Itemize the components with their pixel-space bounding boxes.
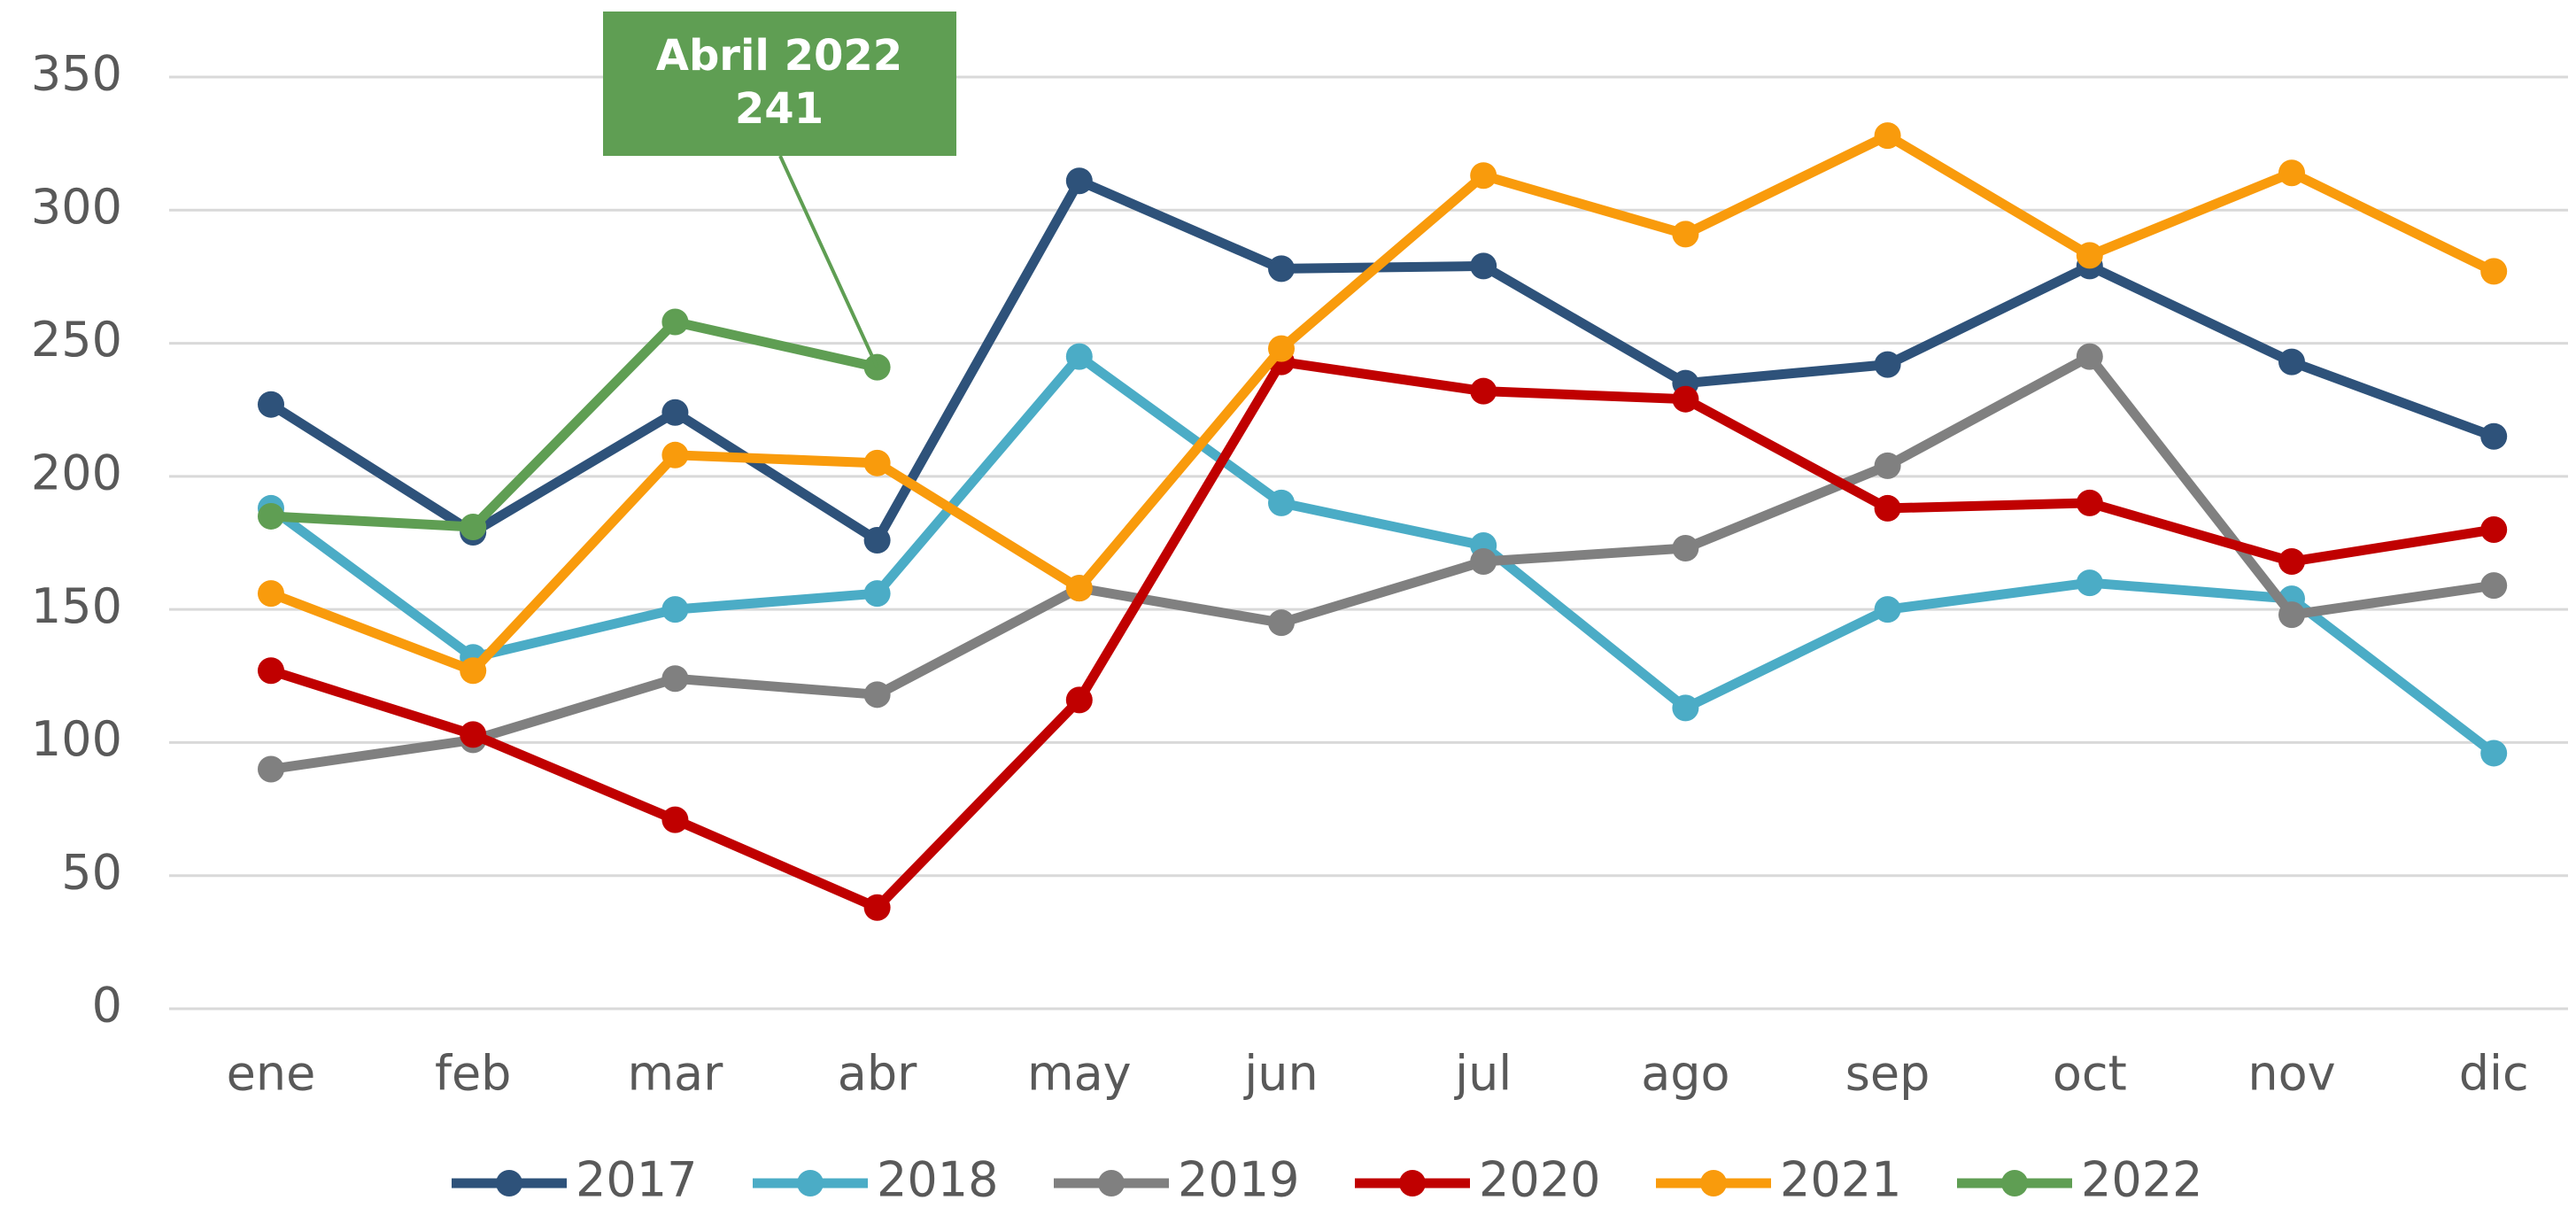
- point: [863, 580, 891, 608]
- x-tick-label: nov: [2247, 1046, 2335, 1102]
- point: [1065, 575, 1093, 602]
- point: [1874, 596, 1901, 623]
- point: [661, 806, 689, 833]
- legend-label: 2017: [576, 1152, 697, 1208]
- legend-marker: [1700, 1170, 1727, 1196]
- point: [2278, 348, 2305, 376]
- point: [1268, 255, 1295, 283]
- y-tick-label: 150: [31, 578, 122, 634]
- point: [2076, 569, 2103, 597]
- point: [2480, 258, 2508, 285]
- point: [1268, 335, 1295, 362]
- y-tick-label: 50: [61, 844, 122, 900]
- point: [460, 657, 487, 685]
- point: [2480, 515, 2508, 543]
- y-tick-label: 350: [31, 46, 122, 102]
- point: [1672, 535, 1699, 562]
- y-tick-label: 300: [31, 179, 122, 235]
- point: [1268, 609, 1295, 637]
- legend-marker: [1098, 1170, 1125, 1196]
- point: [661, 399, 689, 426]
- x-tick-label: abr: [838, 1046, 917, 1102]
- x-tick-label: jul: [1454, 1046, 1512, 1102]
- point: [1065, 686, 1093, 714]
- point: [2278, 548, 2305, 576]
- point: [863, 526, 891, 554]
- legend-marker: [797, 1170, 824, 1196]
- point: [2076, 489, 2103, 516]
- x-tick-label: dic: [2459, 1046, 2529, 1102]
- point: [1874, 494, 1901, 522]
- legend-label: 2019: [1178, 1152, 1299, 1208]
- point: [1470, 548, 1497, 576]
- point: [1672, 385, 1699, 413]
- point: [863, 449, 891, 476]
- x-tick-label: sep: [1845, 1046, 1930, 1102]
- y-tick-label: 0: [92, 978, 122, 1034]
- series-line: [268, 175, 2496, 546]
- point: [258, 502, 284, 530]
- series-line: [270, 317, 878, 532]
- point: [661, 596, 689, 623]
- x-tick-label: feb: [435, 1046, 512, 1102]
- point: [460, 721, 487, 748]
- point: [1672, 694, 1699, 722]
- point: [2076, 343, 2103, 370]
- annotation-value: 241: [735, 84, 824, 134]
- series-line: [269, 130, 2496, 676]
- point: [1874, 122, 1901, 150]
- point: [2480, 422, 2508, 450]
- point: [258, 657, 284, 685]
- point: [2278, 601, 2305, 629]
- point: [1470, 377, 1497, 405]
- legend-label: 2020: [1479, 1152, 1600, 1208]
- annotation-text: Abril 2022: [656, 31, 902, 81]
- point: [661, 441, 689, 468]
- y-tick-label: 250: [31, 312, 122, 368]
- point: [258, 580, 284, 608]
- point: [863, 894, 891, 921]
- y-tick-label: 100: [31, 711, 122, 767]
- series-line: [267, 352, 2497, 757]
- legend-label: 2018: [877, 1152, 998, 1208]
- x-tick-label: ene: [227, 1046, 316, 1102]
- annotation-leader: [778, 155, 879, 368]
- legend-marker: [1399, 1170, 1426, 1196]
- x-tick-label: ago: [1641, 1046, 1729, 1102]
- series-line: [269, 357, 2495, 913]
- legend-marker: [496, 1170, 522, 1196]
- series-line: [270, 352, 2495, 774]
- legend-marker: [2001, 1170, 2028, 1196]
- x-tick-label: mar: [627, 1046, 723, 1102]
- legend-label: 2021: [1780, 1152, 1901, 1208]
- point: [661, 665, 689, 693]
- point: [1065, 167, 1093, 195]
- y-tick-label: 200: [31, 445, 122, 500]
- point: [1470, 252, 1497, 280]
- point: [2480, 572, 2508, 600]
- legend-label: 2022: [2081, 1152, 2202, 1208]
- x-tick-label: jun: [1243, 1046, 1318, 1102]
- point: [661, 308, 689, 336]
- x-tick-label: may: [1027, 1046, 1132, 1102]
- point: [1874, 351, 1901, 378]
- point: [1874, 452, 1901, 479]
- point: [2480, 740, 2508, 767]
- point: [863, 681, 891, 709]
- point: [460, 513, 487, 540]
- point: [258, 391, 284, 418]
- point: [2076, 242, 2103, 269]
- point: [2278, 159, 2305, 187]
- point: [1470, 162, 1497, 190]
- annotation-box: [603, 12, 956, 156]
- point: [1268, 489, 1295, 516]
- point: [1672, 221, 1699, 248]
- point: [258, 755, 284, 783]
- x-tick-label: oct: [2053, 1046, 2127, 1102]
- point: [1065, 343, 1093, 370]
